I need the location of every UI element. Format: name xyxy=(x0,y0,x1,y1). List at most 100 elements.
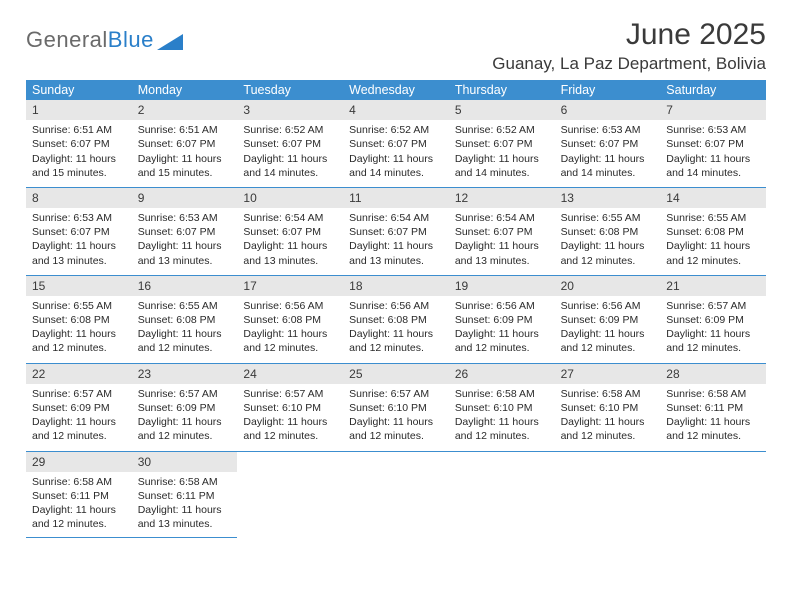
day-number: 21 xyxy=(660,276,766,296)
daylight-line: Daylight: 11 hours and 12 minutes. xyxy=(561,327,655,355)
day-number: 7 xyxy=(660,100,766,120)
sunset-line: Sunset: 6:10 PM xyxy=(243,401,337,415)
daylight-line: Daylight: 11 hours and 13 minutes. xyxy=(349,239,443,267)
week-row: 8Sunrise: 6:53 AMSunset: 6:07 PMDaylight… xyxy=(26,188,766,276)
sunset-line: Sunset: 6:07 PM xyxy=(243,225,337,239)
sunset-line: Sunset: 6:07 PM xyxy=(138,225,232,239)
week-row: 22Sunrise: 6:57 AMSunset: 6:09 PMDayligh… xyxy=(26,364,766,452)
title-block: June 2025 Guanay, La Paz Department, Bol… xyxy=(492,18,766,74)
day-cell: 22Sunrise: 6:57 AMSunset: 6:09 PMDayligh… xyxy=(26,364,132,451)
daylight-line: Daylight: 11 hours and 14 minutes. xyxy=(349,152,443,180)
day-number: 15 xyxy=(26,276,132,296)
sunrise-line: Sunrise: 6:58 AM xyxy=(666,387,760,401)
daylight-line: Daylight: 11 hours and 13 minutes. xyxy=(138,503,232,531)
day-number: 22 xyxy=(26,364,132,384)
sunrise-line: Sunrise: 6:58 AM xyxy=(138,475,232,489)
day-number: 28 xyxy=(660,364,766,384)
header: GeneralBlue June 2025 Guanay, La Paz Dep… xyxy=(26,18,766,74)
daylight-line: Daylight: 11 hours and 12 minutes. xyxy=(349,415,443,443)
weekday-label: Thursday xyxy=(449,80,555,100)
logo: GeneralBlue xyxy=(26,24,183,55)
daylight-line: Daylight: 11 hours and 12 minutes. xyxy=(666,239,760,267)
day-cell: 17Sunrise: 6:56 AMSunset: 6:08 PMDayligh… xyxy=(237,276,343,363)
daylight-line: Daylight: 11 hours and 12 minutes. xyxy=(32,415,126,443)
day-cell: 13 Sunrise: 6:55 AMSunset: 6:08 PMDayligh… xyxy=(555,188,661,275)
sunrise-line: Sunrise: 6:55 AM xyxy=(561,211,655,225)
day-number: 10 xyxy=(237,188,343,208)
weekday-label: Wednesday xyxy=(343,80,449,100)
sunset-line: Sunset: 6:07 PM xyxy=(455,137,549,151)
sunset-line: Sunset: 6:07 PM xyxy=(666,137,760,151)
logo-word1: General xyxy=(26,27,108,52)
day-cell: 15Sunrise: 6:55 AMSunset: 6:08 PMDayligh… xyxy=(26,276,132,363)
day-cell: 27Sunrise: 6:58 AMSunset: 6:10 PMDayligh… xyxy=(555,364,661,451)
daylight-line: Daylight: 11 hours and 12 minutes. xyxy=(349,327,443,355)
day-number: 4 xyxy=(343,100,449,120)
sunset-line: Sunset: 6:07 PM xyxy=(32,225,126,239)
daylight-line: Daylight: 11 hours and 12 minutes. xyxy=(666,415,760,443)
day-number: 3 xyxy=(237,100,343,120)
sunset-line: Sunset: 6:07 PM xyxy=(349,225,443,239)
day-number: 13 xyxy=(555,188,661,208)
day-number: 16 xyxy=(132,276,238,296)
sunrise-line: Sunrise: 6:58 AM xyxy=(32,475,126,489)
sunrise-line: Sunrise: 6:55 AM xyxy=(32,299,126,313)
daylight-line: Daylight: 11 hours and 12 minutes. xyxy=(561,239,655,267)
sunrise-line: Sunrise: 6:55 AM xyxy=(666,211,760,225)
empty-cell xyxy=(237,452,343,539)
sunrise-line: Sunrise: 6:53 AM xyxy=(666,123,760,137)
daylight-line: Daylight: 11 hours and 12 minutes. xyxy=(32,503,126,531)
sunrise-line: Sunrise: 6:54 AM xyxy=(243,211,337,225)
sunset-line: Sunset: 6:11 PM xyxy=(138,489,232,503)
sunrise-line: Sunrise: 6:57 AM xyxy=(138,387,232,401)
day-cell: 16Sunrise: 6:55 AMSunset: 6:08 PMDayligh… xyxy=(132,276,238,363)
day-number: 17 xyxy=(237,276,343,296)
week-row: 1Sunrise: 6:51 AMSunset: 6:07 PMDaylight… xyxy=(26,100,766,188)
day-number: 12 xyxy=(449,188,555,208)
weeks-container: 1Sunrise: 6:51 AMSunset: 6:07 PMDaylight… xyxy=(26,100,766,538)
daylight-line: Daylight: 11 hours and 12 minutes. xyxy=(138,415,232,443)
day-number: 23 xyxy=(132,364,238,384)
sunrise-line: Sunrise: 6:56 AM xyxy=(455,299,549,313)
empty-cell xyxy=(555,452,661,539)
day-cell: 30 Sunrise: 6:58 AMSunset: 6:11 PMDayligh… xyxy=(132,452,238,539)
empty-cell xyxy=(449,452,555,539)
sunset-line: Sunset: 6:10 PM xyxy=(349,401,443,415)
sunrise-line: Sunrise: 6:52 AM xyxy=(349,123,443,137)
daylight-line: Daylight: 11 hours and 13 minutes. xyxy=(32,239,126,267)
sunset-line: Sunset: 6:08 PM xyxy=(561,225,655,239)
sunset-line: Sunset: 6:08 PM xyxy=(32,313,126,327)
day-number: 30 xyxy=(132,452,238,472)
page: GeneralBlue June 2025 Guanay, La Paz Dep… xyxy=(0,0,792,538)
sunrise-line: Sunrise: 6:57 AM xyxy=(243,387,337,401)
sunrise-line: Sunrise: 6:52 AM xyxy=(455,123,549,137)
sunrise-line: Sunrise: 6:56 AM xyxy=(243,299,337,313)
sunrise-line: Sunrise: 6:56 AM xyxy=(561,299,655,313)
daylight-line: Daylight: 11 hours and 12 minutes. xyxy=(243,415,337,443)
logo-word2: Blue xyxy=(108,27,154,52)
day-cell: 29Sunrise: 6:58 AMSunset: 6:11 PMDayligh… xyxy=(26,452,132,539)
day-cell: 18Sunrise: 6:56 AMSunset: 6:08 PMDayligh… xyxy=(343,276,449,363)
sunset-line: Sunset: 6:07 PM xyxy=(243,137,337,151)
day-cell: 12Sunrise: 6:54 AMSunset: 6:07 PMDayligh… xyxy=(449,188,555,275)
sunrise-line: Sunrise: 6:54 AM xyxy=(349,211,443,225)
day-number: 9 xyxy=(132,188,238,208)
sunset-line: Sunset: 6:08 PM xyxy=(138,313,232,327)
daylight-line: Daylight: 11 hours and 13 minutes. xyxy=(243,239,337,267)
sunrise-line: Sunrise: 6:57 AM xyxy=(32,387,126,401)
sunset-line: Sunset: 6:07 PM xyxy=(455,225,549,239)
weekday-label: Monday xyxy=(132,80,238,100)
day-cell: 7Sunrise: 6:53 AMSunset: 6:07 PMDaylight… xyxy=(660,100,766,187)
empty-cell xyxy=(343,452,449,539)
sunrise-line: Sunrise: 6:58 AM xyxy=(561,387,655,401)
day-cell: 28Sunrise: 6:58 AMSunset: 6:11 PMDayligh… xyxy=(660,364,766,451)
month-title: June 2025 xyxy=(492,18,766,52)
sunset-line: Sunset: 6:07 PM xyxy=(349,137,443,151)
day-cell: 10 Sunrise: 6:54 AMSunset: 6:07 PMDayligh… xyxy=(237,188,343,275)
calendar: SundayMondayTuesdayWednesdayThursdayFrid… xyxy=(26,80,766,538)
day-cell: 19Sunrise: 6:56 AMSunset: 6:09 PMDayligh… xyxy=(449,276,555,363)
sunrise-line: Sunrise: 6:54 AM xyxy=(455,211,549,225)
empty-cell xyxy=(660,452,766,539)
daylight-line: Daylight: 11 hours and 14 minutes. xyxy=(243,152,337,180)
daylight-line: Daylight: 11 hours and 13 minutes. xyxy=(138,239,232,267)
